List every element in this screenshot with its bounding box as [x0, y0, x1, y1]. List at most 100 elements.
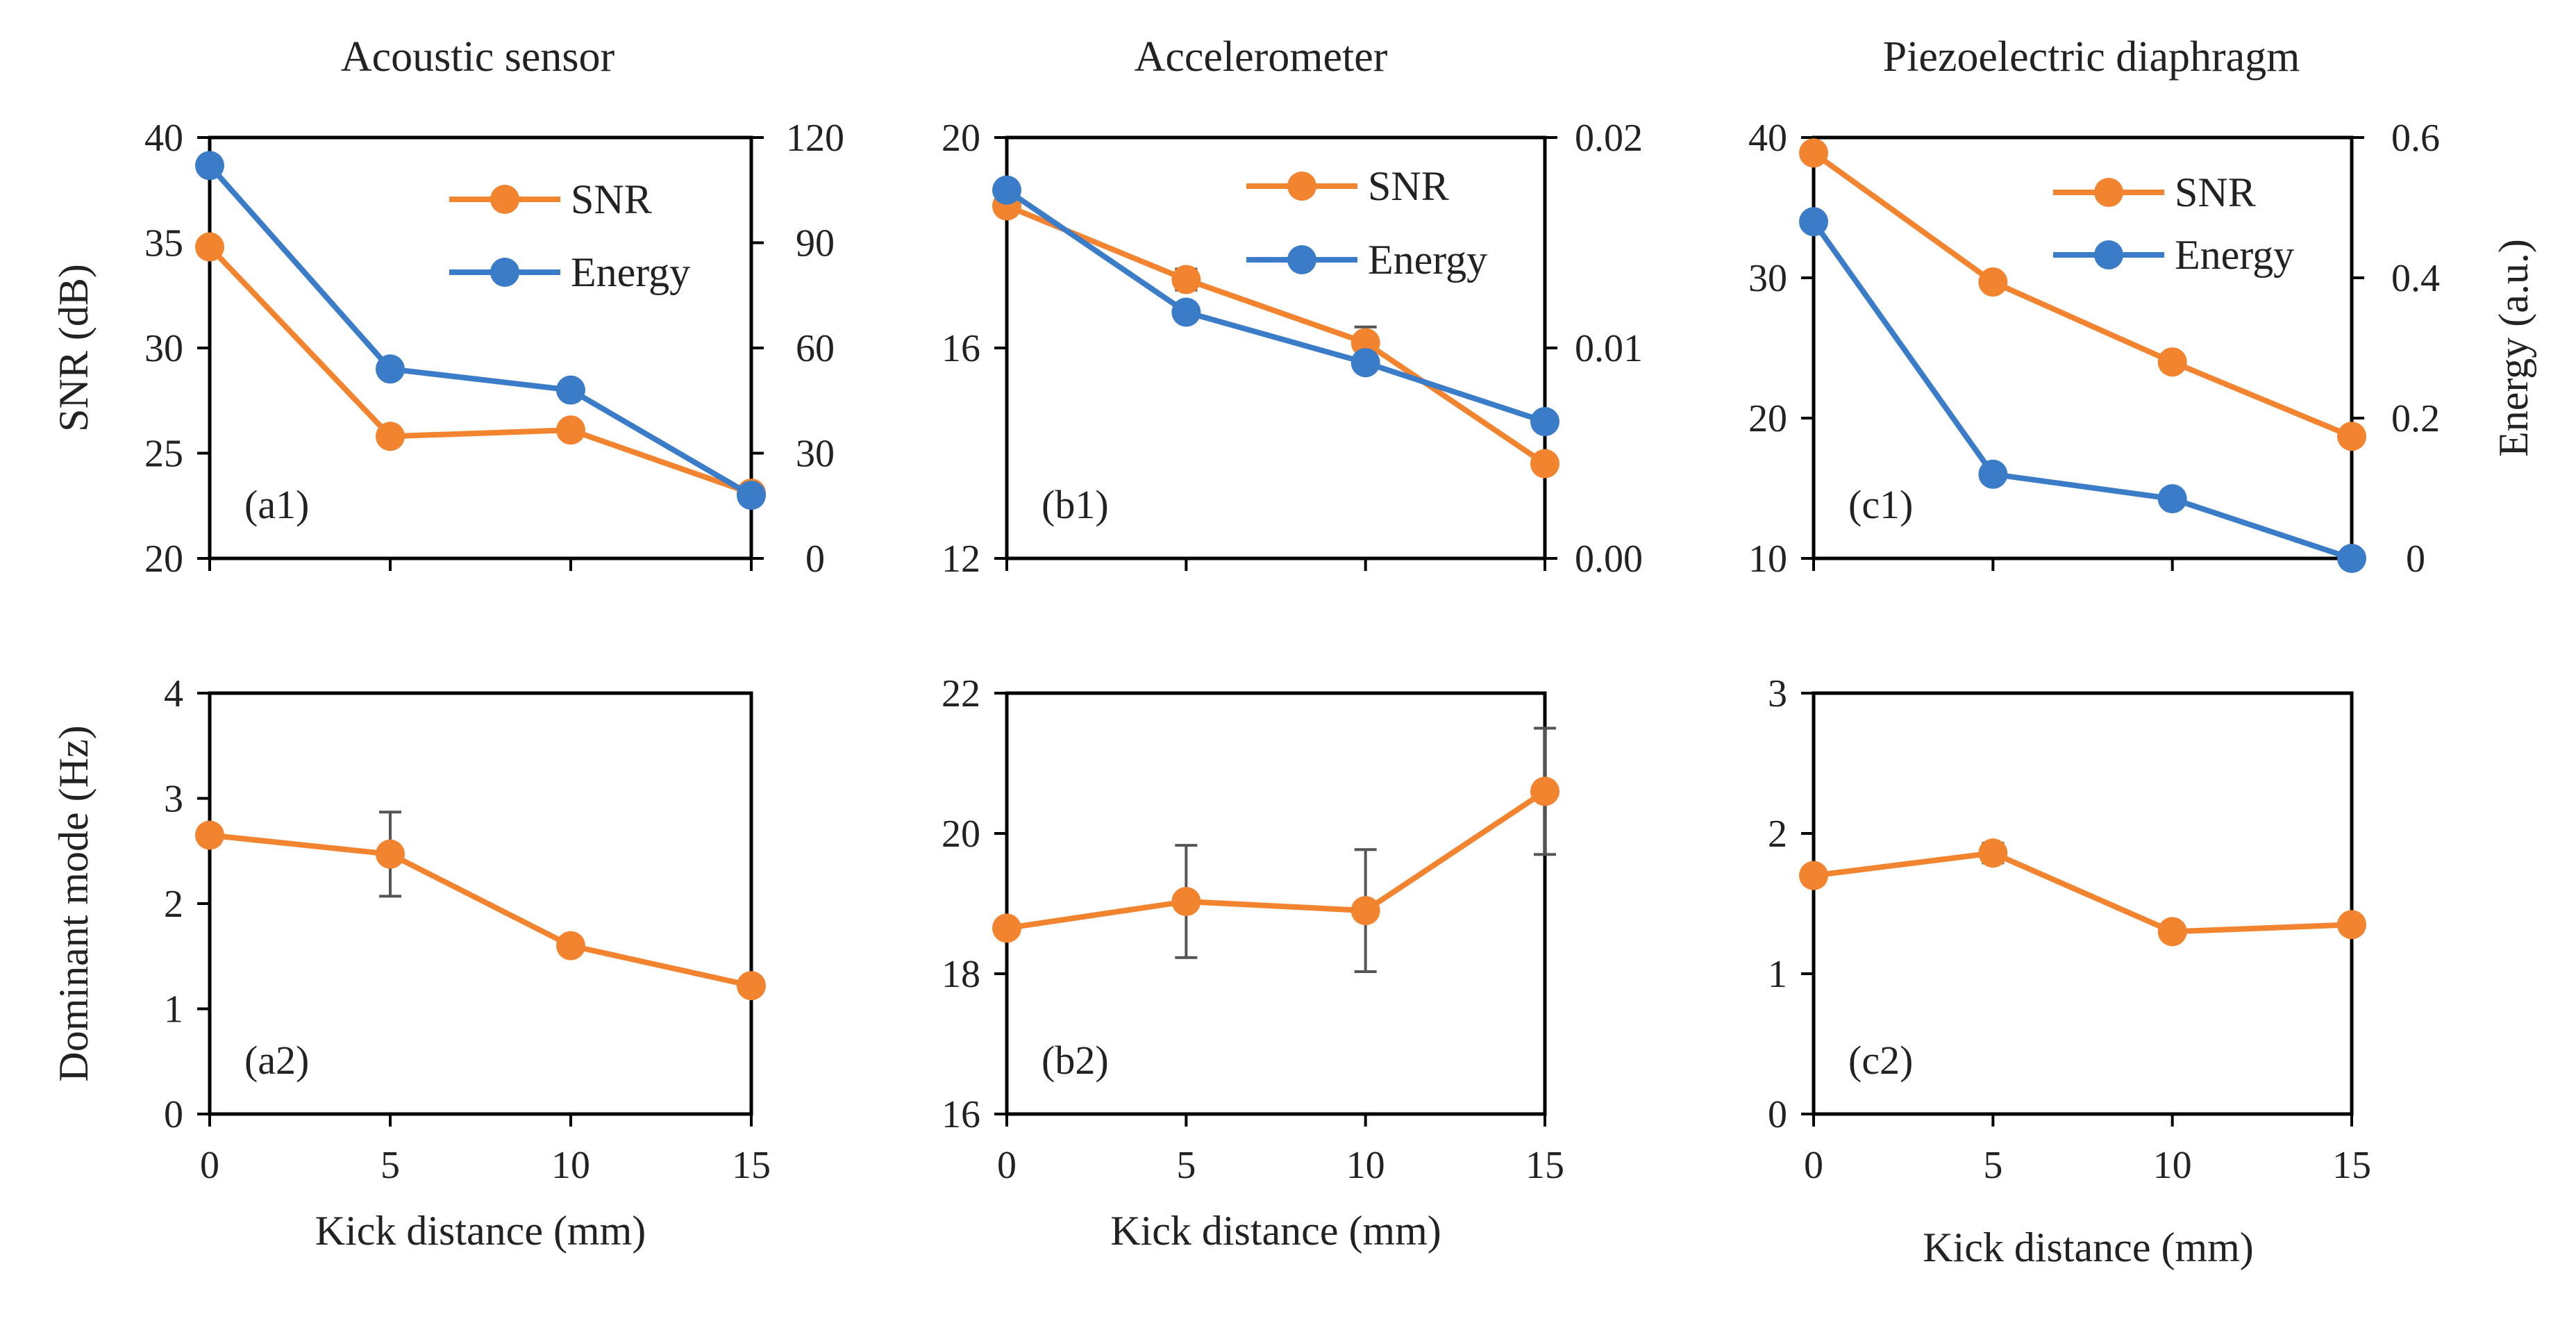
data-point-b1-1-1	[1171, 297, 1201, 327]
y2-tick-label-a1: 120	[786, 117, 844, 160]
y2-tick-label-a1: 30	[796, 433, 835, 476]
y-tick-label-b1: 20	[942, 117, 980, 160]
legend-label: SNR	[1368, 163, 1449, 209]
y-tick-label-a2: 1	[164, 988, 183, 1031]
y2-tick-label-c1: 0.4	[2391, 257, 2440, 300]
series-line-a1-1	[208, 163, 753, 498]
x-tick-label-b2: 15	[1525, 1144, 1564, 1187]
data-point-c1-0-3	[2337, 422, 2366, 451]
y-tick-label-a1: 35	[144, 222, 183, 265]
data-point-a1-0-0	[195, 232, 224, 262]
series-line-a1-0	[208, 244, 753, 496]
legend-entry-a1-1: Energy	[449, 249, 690, 295]
panel-a2: 0 1 2 3 4 0 5 10 15 Dominant mode (Hz) Kick distan…	[51, 672, 771, 1254]
panel-label-b2: (b2)	[1042, 1038, 1109, 1083]
data-point-a1-1-1	[376, 354, 405, 384]
legend-marker	[490, 258, 519, 287]
column-title-piezo: Piezoelectric diaphragm	[1883, 33, 2300, 81]
x-tick-label-b2: 0	[997, 1144, 1017, 1187]
legend-label: Energy	[571, 249, 690, 295]
data-point-c1-0-2	[2157, 347, 2187, 377]
y2-tick-label-c1: 0.6	[2391, 117, 2440, 160]
data-point-c1-1-2	[2157, 484, 2187, 514]
y-tick-label-b2: 18	[942, 953, 980, 996]
y-tick-label-c1: 20	[1748, 397, 1787, 440]
column-title-acoustic: Acoustic sensor	[341, 33, 615, 81]
y-tick-label-a2: 4	[164, 672, 183, 715]
data-point-a1-1-2	[556, 375, 585, 405]
series-line-b1-1	[1005, 188, 1546, 424]
legend-entry-b1-1: Energy	[1246, 237, 1487, 283]
y-tick-label-a1: 25	[144, 433, 183, 476]
y-axis-title-a2: Dominant mode (Hz)	[51, 725, 97, 1081]
data-point-c2-0-3	[2337, 910, 2366, 940]
panel-label-c1: (c1)	[1848, 482, 1913, 527]
series-line-c2-0	[1813, 850, 2352, 935]
panel-label-c2: (c2)	[1848, 1038, 1913, 1083]
data-point-c2-0-0	[1799, 861, 1828, 890]
y2-tick-label-a1: 90	[796, 222, 835, 265]
legend-marker	[490, 185, 519, 214]
x-tick-label-b2: 5	[1176, 1144, 1196, 1187]
legend-entry-c1-0: SNR	[2053, 169, 2256, 215]
x-tick-label-a2: 15	[732, 1144, 771, 1187]
series-line-b1-0	[1005, 203, 1547, 466]
y-tick-label-c1: 30	[1748, 257, 1787, 300]
data-point-c1-0-0	[1799, 138, 1828, 168]
y2-tick-label-b1: 0.00	[1575, 538, 1643, 581]
y-tick-label-b2: 20	[942, 813, 980, 856]
y-axis-title-a1: SNR (dB)	[51, 264, 97, 432]
column-titles: Acoustic sensor Accelerometer Piezoelect…	[341, 33, 2300, 81]
data-point-c2-0-2	[2157, 917, 2187, 947]
data-point-b1-0-1	[1171, 265, 1201, 294]
legend-marker	[1287, 172, 1316, 201]
y-tick-label-c2: 2	[1768, 813, 1787, 856]
plot-frame-c2	[1812, 691, 2354, 1116]
y2-axis-title-c1: Energy (a.u.)	[2491, 239, 2536, 457]
data-point-c1-1-3	[2337, 544, 2366, 573]
x-tick-label-c2: 10	[2153, 1144, 2192, 1187]
x-tick-label-a2: 10	[551, 1144, 590, 1187]
y-tick-label-c2: 1	[1768, 953, 1787, 996]
data-point-a2-0-0	[195, 820, 224, 850]
data-point-a1-0-2	[556, 415, 585, 445]
y2-tick-label-a1: 60	[796, 327, 835, 370]
x-tick-label-c2: 5	[1983, 1144, 2002, 1187]
data-point-c2-0-1	[1978, 838, 2008, 868]
data-point-b1-0-2	[1350, 328, 1380, 358]
y-tick-label-a2: 3	[164, 778, 183, 821]
y-tick-label-a2: 2	[164, 883, 183, 926]
legend-entry-a1-0: SNR	[449, 176, 652, 222]
data-point-b1-1-3	[1530, 407, 1559, 437]
panel-label-b1: (b1)	[1042, 482, 1109, 527]
y-tick-label-c2: 0	[1768, 1093, 1787, 1136]
y2-tick-label-b1: 0.02	[1575, 117, 1643, 160]
legend-marker	[1287, 245, 1316, 274]
data-point-a1-1-0	[195, 151, 224, 181]
series-line-a2-0	[209, 832, 752, 989]
y-tick-label-a1: 40	[144, 117, 183, 160]
legend-entry-b1-0: SNR	[1246, 163, 1449, 209]
data-point-b1-1-2	[1350, 348, 1380, 378]
legend-label: SNR	[2175, 169, 2256, 215]
plot-frame-b2	[1005, 691, 1547, 1116]
x-tick-label-a2: 0	[200, 1144, 219, 1187]
data-point-a1-0-1	[376, 422, 405, 451]
x-tick-label-a2: 5	[380, 1144, 400, 1187]
legend-label: Energy	[2175, 232, 2294, 278]
x-tick-label-c2: 15	[2332, 1144, 2371, 1187]
legend-marker	[2094, 178, 2123, 207]
data-point-a2-0-1	[376, 839, 405, 869]
y-tick-label-c2: 3	[1768, 672, 1787, 715]
y2-tick-label-a1: 0	[805, 538, 825, 581]
y-tick-label-a2: 0	[164, 1093, 183, 1136]
plot-frame-c1	[1812, 135, 2354, 560]
x-axis-title-a2: Kick distance (mm)	[315, 1208, 646, 1254]
data-point-b2-0-3	[1530, 776, 1559, 806]
x-axis-title-b2: Kick distance (mm)	[1110, 1208, 1441, 1254]
y-tick-label-c1: 40	[1748, 117, 1787, 160]
data-point-a1-1-3	[737, 481, 766, 510]
